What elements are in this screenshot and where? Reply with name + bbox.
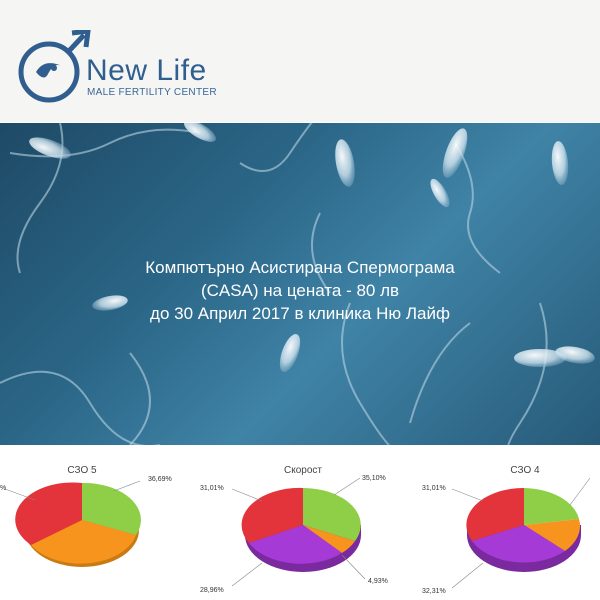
pie-slice-green-3 [524,488,579,525]
logo-icon[interactable] [14,30,214,105]
promo-banner[interactable]: Компютърно Асистирана Спермограма (CASA)… [0,123,600,445]
pie-chart-1 [4,480,141,567]
pie-charts [4,477,591,589]
pie-slice-green-2 [303,488,361,541]
pie-slice-green-1 [82,482,141,535]
pie-slice-purple-3 [472,525,565,563]
chart-title-1: СЗО 5 [67,465,97,476]
pie-slice-orange-2 [303,525,355,553]
chart-3-label-a: 31,01% [422,485,446,492]
logo-name: New Life [86,54,207,87]
pie-slice-red-2 [241,487,303,543]
pie-chart-2 [231,477,366,587]
logo-tagline: MALE FERTILITY CENTER [87,87,217,98]
chart-title-2: Скорост [284,465,322,476]
chart-title-3: СЗО 4 [510,465,540,476]
promo-text: Компютърно Асистирана Спермограма (CASA)… [0,256,600,325]
chart-2-label-d: 4,93% [368,578,388,585]
pie-slice-purple-2 [249,525,342,564]
pie-slice-red-3 [466,487,524,541]
chart-1-label-b: % [0,485,7,492]
chart-3-label-b: 32,31% [422,588,446,595]
charts-strip: СЗО 5 36,69% % Скорост 35,10% 31,01% 28,… [0,445,600,600]
chart-2-label-c: 28,96% [200,587,224,594]
site-header: New Life MALE FERTILITY CENTER [0,0,600,122]
pie-slice-orange-1 [31,520,136,564]
promo-line-3: до 30 Април 2017 в клиника Ню Лайф [150,304,450,323]
promo-line-2: (CASA) на цената - 80 лв [200,281,400,300]
chart-1-label-a: 36,69% [148,476,172,483]
chart-2-label-b: 31,01% [200,485,224,492]
promo-line-1: Компютърно Асистирана Спермограма [145,258,455,277]
pie-slice-red-1 [15,482,83,545]
sperm-cells-illustration [0,123,595,445]
pie-slice-orange-3 [524,519,581,551]
chart-2-label-a: 35,10% [362,475,386,482]
pie-chart-3 [451,477,591,589]
